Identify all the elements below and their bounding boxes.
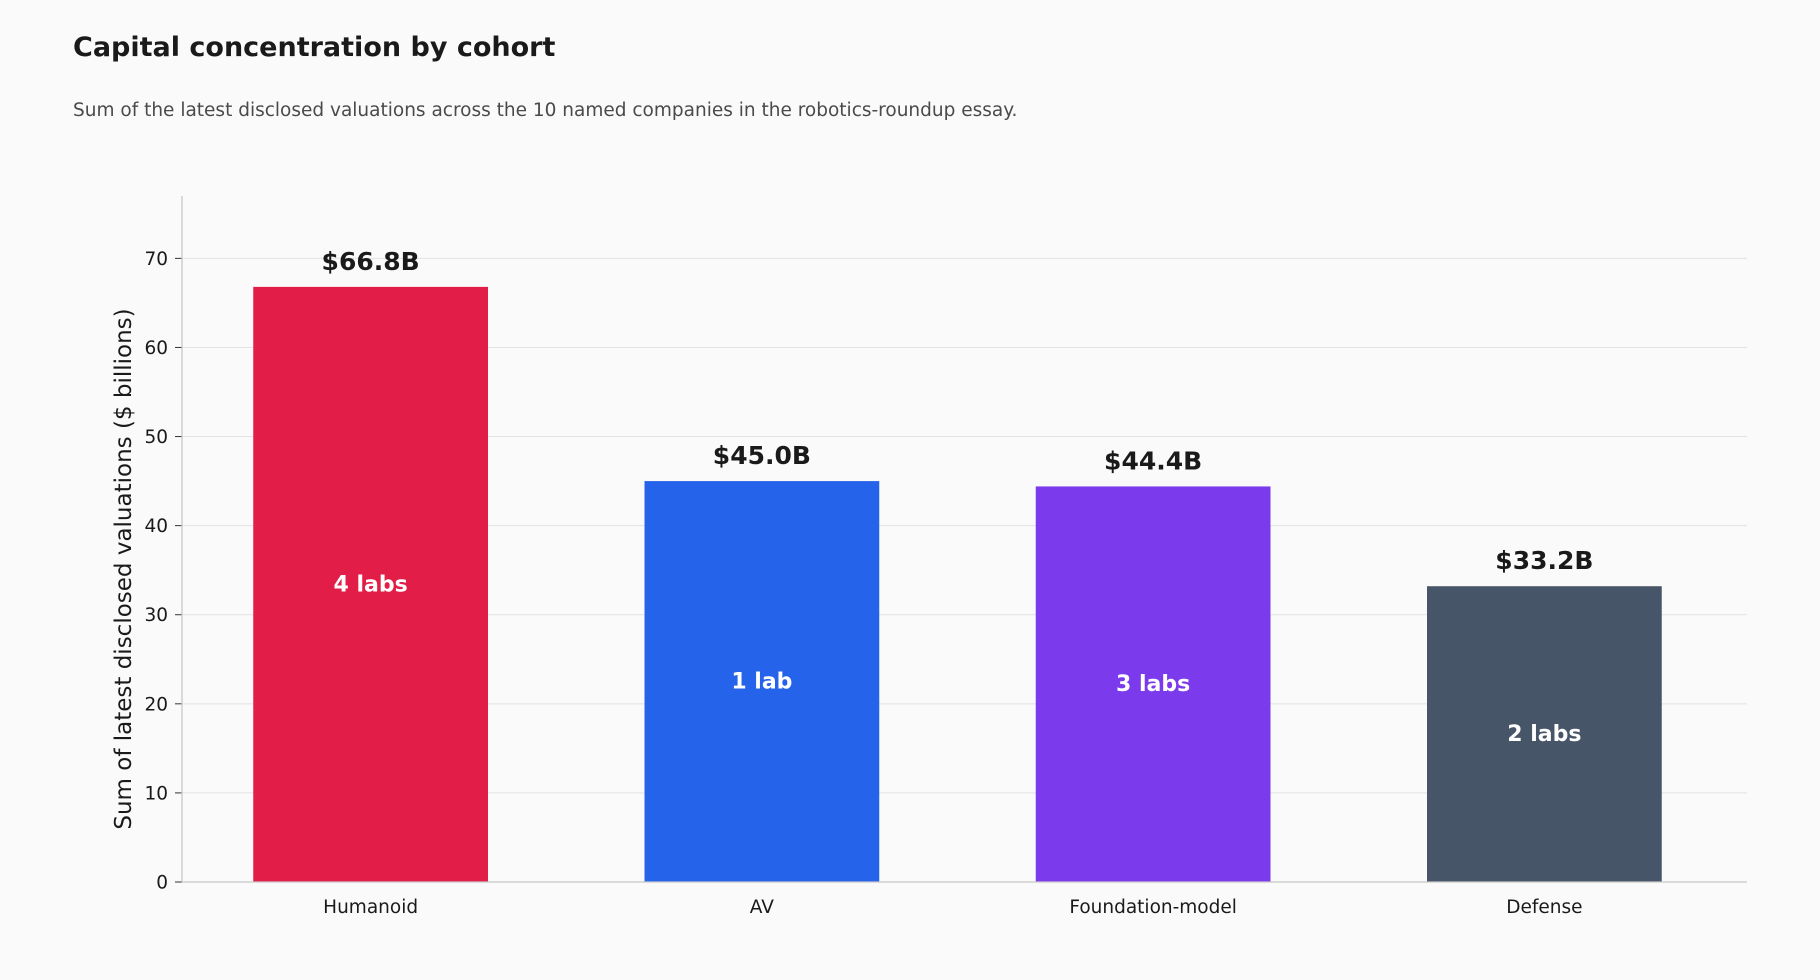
value-label: $66.8B: [322, 247, 420, 276]
bar-defense: [1427, 586, 1662, 882]
bar-av: [644, 481, 880, 882]
y-tick-label: 20: [144, 694, 168, 715]
chart-title: Capital concentration by cohort: [73, 32, 556, 63]
bar-inner-label: 4 labs: [334, 572, 408, 597]
y-tick-label: 10: [144, 783, 168, 804]
bar-inner-label: 3 labs: [1116, 672, 1190, 697]
chart-subtitle: Sum of the latest disclosed valuations a…: [73, 100, 1018, 121]
bars: [253, 286, 1662, 882]
y-axis-label: Sum of latest disclosed valuations ($ bi…: [111, 308, 137, 829]
labels: $66.8B 4 labs $45.0B 1 lab $44.4B 3 labs $33.2…: [322, 247, 1594, 747]
x-tick-label: Humanoid: [323, 897, 418, 918]
y-tick-label: 0: [156, 873, 168, 894]
value-label: $45.0B: [713, 441, 811, 470]
value-label: $33.2B: [1495, 546, 1593, 575]
value-label: $44.4B: [1104, 446, 1202, 475]
y-tick-label: 40: [144, 516, 168, 537]
y-tick-label: 50: [144, 427, 168, 448]
bar-inner-label: 2 labs: [1507, 722, 1581, 747]
axes: 0 10 20 30 40 50 60 70 Humanoid AV Foundation-mode…: [111, 196, 1747, 918]
bar-inner-label: 1 lab: [731, 670, 792, 695]
y-tick-label: 70: [144, 249, 168, 270]
x-tick-label: Foundation-model: [1069, 897, 1237, 918]
y-tick-label: 30: [144, 605, 168, 626]
bar-foundation-model: [1035, 486, 1271, 882]
bar-humanoid: [253, 286, 488, 882]
x-tick-label: Defense: [1506, 897, 1582, 918]
x-tick-label: AV: [750, 897, 774, 918]
y-tick-label: 60: [144, 338, 168, 359]
